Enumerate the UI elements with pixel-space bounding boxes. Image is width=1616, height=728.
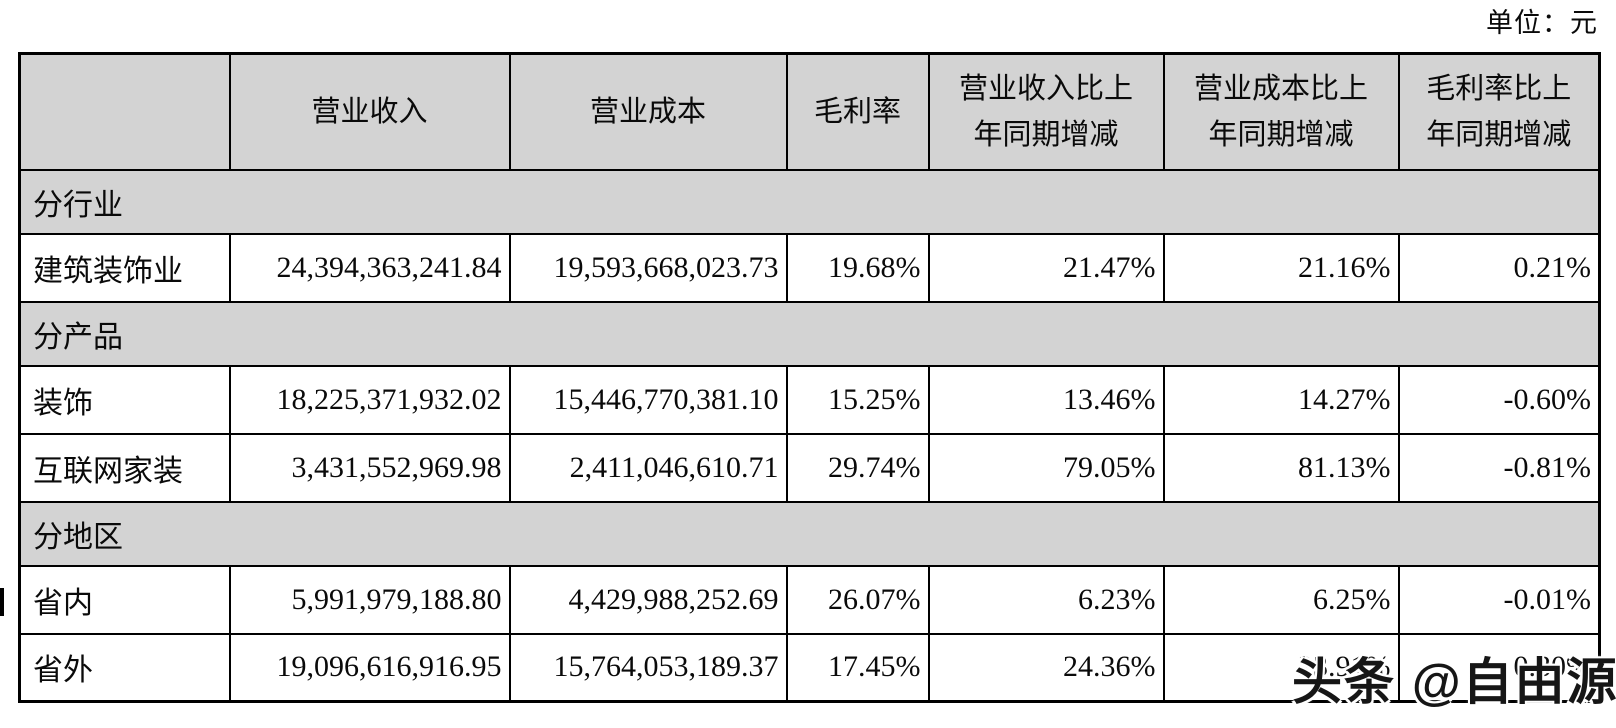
cell-revenue-change: 24.36% [927, 632, 1165, 703]
cell-margin-change: -0.01% [1397, 564, 1601, 635]
section-header-industry: 分行业 [18, 168, 1601, 235]
cell-revenue-change: 79.05% [927, 432, 1165, 503]
col-header-revenue-change-line2: 年同期增减 [973, 118, 1119, 151]
section-row-product: 分产品 [18, 300, 1601, 367]
cell-margin: 15.25% [785, 364, 930, 435]
toutiao-watermark: 头条 @自由源于 [1292, 654, 1616, 710]
row-label: 装饰 [18, 364, 231, 435]
cell-margin-change: 0.30% [1397, 632, 1601, 703]
cell-margin: 17.45% [785, 632, 930, 703]
col-header-margin-change-line1: 毛利率比上 [1426, 72, 1572, 105]
cell-margin-change: -0.81% [1397, 432, 1601, 503]
cell-revenue-change: 13.46% [927, 364, 1165, 435]
section-header-product: 分产品 [18, 300, 1601, 367]
cell-revenue-change: 21.47% [927, 232, 1165, 303]
cell-margin-change: -0.60% [1397, 364, 1601, 435]
cell-revenue: 24,394,363,241.84 [228, 232, 511, 303]
col-header-margin-change-line2: 年同期增减 [1426, 118, 1572, 151]
cell-revenue: 19,096,616,916.95 [228, 632, 511, 703]
col-header-revenue: 营业收入 [228, 52, 511, 171]
cell-cost: 2,411,046,610.71 [508, 432, 788, 503]
cell-margin: 29.74% [785, 432, 930, 503]
table-row-in-province: 省内 5,991,979,188.80 4,429,988,252.69 26.… [18, 564, 1601, 635]
cell-cost-change: 21.16% [1162, 232, 1400, 303]
cell-cost: 19,593,668,023.73 [508, 232, 788, 303]
section-row-industry: 分行业 [18, 168, 1601, 235]
cell-revenue: 5,991,979,188.80 [228, 564, 511, 635]
col-header-cost-line1: 营业成本 [589, 95, 706, 128]
section-row-region: 分地区 [18, 500, 1601, 567]
cell-cost: 4,429,988,252.69 [508, 564, 788, 635]
table-row-internet-home-decor: 互联网家装 3,431,552,969.98 2,411,046,610.71 … [18, 432, 1601, 503]
col-header-cost-change: 营业成本比上 年同期增减 [1162, 52, 1400, 171]
cell-cost-change: 81.13% [1162, 432, 1400, 503]
cell-cost-change: 6.25% [1162, 564, 1400, 635]
section-header-region: 分地区 [18, 500, 1601, 567]
row-label: 建筑装饰业 [18, 232, 231, 303]
col-header-blank [18, 52, 231, 171]
row-label: 互联网家装 [18, 432, 231, 503]
cell-revenue-change: 6.23% [927, 564, 1165, 635]
table-row-construction-decoration: 建筑装饰业 24,394,363,241.84 19,593,668,023.7… [18, 232, 1601, 303]
cell-revenue: 18,225,371,932.02 [228, 364, 511, 435]
cell-margin: 19.68% [785, 232, 930, 303]
row-label: 省外 [18, 632, 231, 703]
col-header-cost-change-line2: 年同期增减 [1208, 118, 1354, 151]
cell-cost-change: 23.91% [1162, 632, 1400, 703]
financial-table: 营业收入 营业成本 毛利率 营业收入比上 年同期增减 营业成本比上 年同期增减 … [18, 52, 1601, 703]
table-header-row: 营业收入 营业成本 毛利率 营业收入比上 年同期增减 营业成本比上 年同期增减 … [18, 52, 1601, 171]
cell-margin: 26.07% [785, 564, 930, 635]
col-header-revenue-change: 营业收入比上 年同期增减 [927, 52, 1165, 171]
col-header-margin: 毛利率 [785, 52, 930, 171]
cell-margin-change: 0.21% [1397, 232, 1601, 303]
table-row-out-of-province: 省外 19,096,616,916.95 15,764,053,189.37 1… [18, 632, 1601, 703]
unit-label: 单位：元 [1486, 8, 1598, 38]
cell-cost-change: 14.27% [1162, 364, 1400, 435]
scan-edge-artifact [0, 588, 4, 616]
col-header-revenue-change-line1: 营业收入比上 [958, 72, 1133, 105]
table-row-decoration: 装饰 18,225,371,932.02 15,446,770,381.10 1… [18, 364, 1601, 435]
col-header-margin-line1: 毛利率 [813, 95, 901, 128]
row-label: 省内 [18, 564, 231, 635]
cell-revenue: 3,431,552,969.98 [228, 432, 511, 503]
col-header-cost: 营业成本 [508, 52, 788, 171]
col-header-margin-change: 毛利率比上 年同期增减 [1397, 52, 1601, 171]
cell-cost: 15,764,053,189.37 [508, 632, 788, 703]
col-header-revenue-line1: 营业收入 [311, 95, 428, 128]
col-header-cost-change-line1: 营业成本比上 [1193, 72, 1368, 105]
cell-cost: 15,446,770,381.10 [508, 364, 788, 435]
